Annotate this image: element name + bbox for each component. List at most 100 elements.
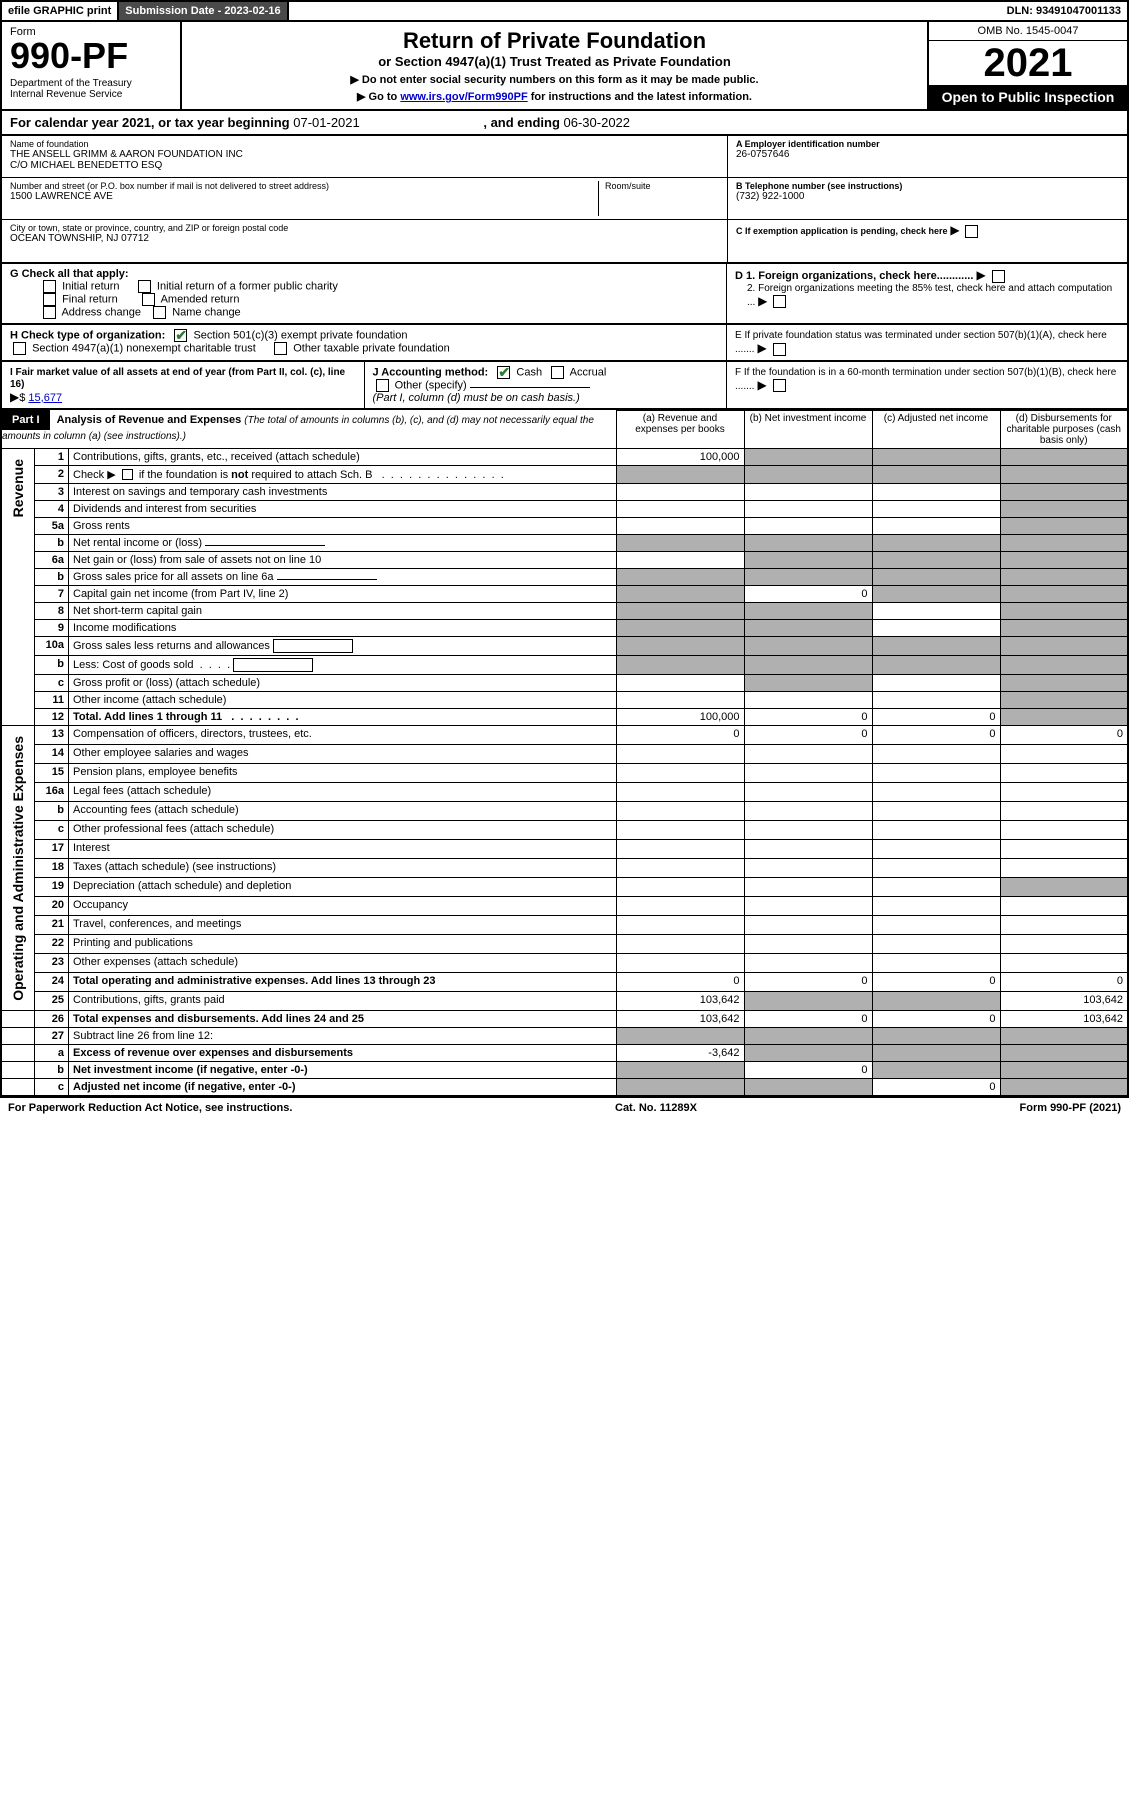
row-16b: bAccounting fees (attach schedule) — [1, 801, 1128, 820]
row-10c: cGross profit or (loss) (attach schedule… — [1, 674, 1128, 691]
h-4947-checkbox[interactable] — [13, 342, 26, 355]
val-c — [872, 448, 1000, 465]
info-grid: Name of foundation THE ANSELL GRIMM & AA… — [0, 136, 1129, 264]
footer-mid: Cat. No. 11289X — [615, 1102, 697, 1114]
part1-table: Part I Analysis of Revenue and Expenses … — [0, 410, 1129, 1098]
line-num: 9 — [35, 619, 69, 636]
line-num: b — [35, 568, 69, 585]
line-desc: Dividends and interest from securities — [69, 500, 617, 517]
col-a-header: (a) Revenue and expenses per books — [616, 410, 744, 448]
row-5b: bNet rental income or (loss) — [1, 534, 1128, 551]
line-num: 21 — [35, 916, 69, 935]
line-num: 6a — [35, 551, 69, 568]
d1-checkbox[interactable] — [992, 270, 1005, 283]
line-num: 24 — [35, 973, 69, 992]
row-4: 4Dividends and interest from securities — [1, 500, 1128, 517]
row-27c: cAdjusted net income (if negative, enter… — [1, 1079, 1128, 1097]
line-desc: Gross rents — [69, 517, 617, 534]
line-desc: Other professional fees (attach schedule… — [69, 820, 617, 839]
line-num: c — [35, 674, 69, 691]
line-num: 2 — [35, 465, 69, 483]
row-25: 25Contributions, gifts, grants paid 103,6… — [1, 992, 1128, 1011]
line-num: b — [35, 655, 69, 674]
val-a: 100,000 — [616, 708, 744, 725]
line-desc: Net short-term capital gain — [69, 602, 617, 619]
row-2: 2 Check ▶ if the foundation is not requi… — [1, 465, 1128, 483]
val-b: 0 — [744, 1011, 872, 1028]
c-checkbox[interactable] — [965, 225, 978, 238]
line-desc: Depreciation (attach schedule) and deple… — [69, 877, 617, 896]
footer: For Paperwork Reduction Act Notice, see … — [0, 1097, 1129, 1118]
val-b: 0 — [744, 585, 872, 602]
j-accrual-checkbox[interactable] — [551, 366, 564, 379]
h-opt-3: Other taxable private foundation — [293, 342, 450, 354]
val-a: 0 — [616, 725, 744, 744]
val-b — [744, 448, 872, 465]
line-desc: Contributions, gifts, grants paid — [69, 992, 617, 1011]
name-label: Name of foundation — [10, 139, 719, 149]
g-opt-2: Final return — [62, 293, 118, 305]
efile-label[interactable]: efile GRAPHIC print — [2, 2, 119, 20]
fmv-value[interactable]: 15,677 — [28, 392, 62, 404]
j-label: J Accounting method: — [373, 366, 489, 378]
instr-2-pre: ▶ Go to — [357, 91, 400, 103]
phone-label: B Telephone number (see instructions) — [736, 181, 1119, 191]
g-address-change-checkbox[interactable] — [43, 306, 56, 319]
instructions-link[interactable]: www.irs.gov/Form990PF — [400, 91, 527, 103]
line-num: 19 — [35, 877, 69, 896]
row-24: 24Total operating and administrative exp… — [1, 973, 1128, 992]
row-3: 3Interest on savings and temporary cash … — [1, 483, 1128, 500]
line-num: 3 — [35, 483, 69, 500]
g-final-return-checkbox[interactable] — [43, 293, 56, 306]
city-row: City or town, state or province, country… — [2, 220, 727, 262]
line-num: 1 — [35, 448, 69, 465]
j-note: (Part I, column (d) must be on cash basi… — [373, 392, 580, 404]
j-other-checkbox[interactable] — [376, 379, 389, 392]
line-desc: Pension plans, employee benefits — [69, 763, 617, 782]
val-d: 103,642 — [1000, 992, 1128, 1011]
g-initial-former-checkbox[interactable] — [138, 280, 151, 293]
h-other-checkbox[interactable] — [274, 342, 287, 355]
g-name-change-checkbox[interactable] — [153, 306, 166, 319]
instr-2: ▶ Go to www.irs.gov/Form990PF for instru… — [188, 90, 921, 103]
footer-right: Form 990-PF (2021) — [1020, 1102, 1122, 1114]
e-checkbox[interactable] — [773, 343, 786, 356]
val-d: 103,642 — [1000, 1011, 1128, 1028]
d2-checkbox[interactable] — [773, 295, 786, 308]
revenue-side-label: Revenue — [6, 451, 30, 525]
line-desc: Other employee salaries and wages — [69, 744, 617, 763]
f-checkbox[interactable] — [773, 379, 786, 392]
row-21: 21Travel, conferences, and meetings — [1, 916, 1128, 935]
row-27b: bNet investment income (if negative, ent… — [1, 1062, 1128, 1079]
line-num: 25 — [35, 992, 69, 1011]
j-accrual: Accrual — [570, 366, 607, 378]
g-initial-return-checkbox[interactable] — [43, 280, 56, 293]
j-cash-checkbox[interactable] — [497, 366, 510, 379]
form-title-block: Return of Private Foundation or Section … — [182, 22, 927, 109]
row-10b: bLess: Cost of goods sold . . . . — [1, 655, 1128, 674]
schb-checkbox[interactable] — [122, 469, 133, 480]
form-title: Return of Private Foundation — [188, 28, 921, 54]
h-501c3-checkbox[interactable] — [174, 329, 187, 342]
cal-pre: For calendar year 2021, or tax year begi… — [10, 115, 293, 130]
submission-date: Submission Date - 2023-02-16 — [119, 2, 288, 20]
line-desc: Occupancy — [69, 897, 617, 916]
line-num: 4 — [35, 500, 69, 517]
g-opt-3: Amended return — [161, 293, 240, 305]
row-19: 19Depreciation (attach schedule) and dep… — [1, 877, 1128, 896]
addr-label: Number and street (or P.O. box number if… — [10, 181, 592, 191]
h-label: H Check type of organization: — [10, 329, 165, 341]
expenses-side-label: Operating and Administrative Expenses — [6, 728, 30, 1009]
e-label: E If private foundation status was termi… — [735, 330, 1107, 355]
row-14: 14Other employee salaries and wages — [1, 744, 1128, 763]
top-bar: efile GRAPHIC print Submission Date - 20… — [0, 0, 1129, 22]
val-c: 0 — [872, 708, 1000, 725]
val-b: 0 — [744, 725, 872, 744]
line-desc: Total. Add lines 1 through 11 . . . . . … — [69, 708, 617, 725]
row-22: 22Printing and publications — [1, 935, 1128, 954]
row-23: 23Other expenses (attach schedule) — [1, 954, 1128, 973]
row-5a: 5aGross rents — [1, 517, 1128, 534]
form-subtitle: or Section 4947(a)(1) Trust Treated as P… — [188, 54, 921, 69]
g-amended-checkbox[interactable] — [142, 293, 155, 306]
form-id-block: Form 990-PF Department of the Treasury I… — [2, 22, 182, 109]
